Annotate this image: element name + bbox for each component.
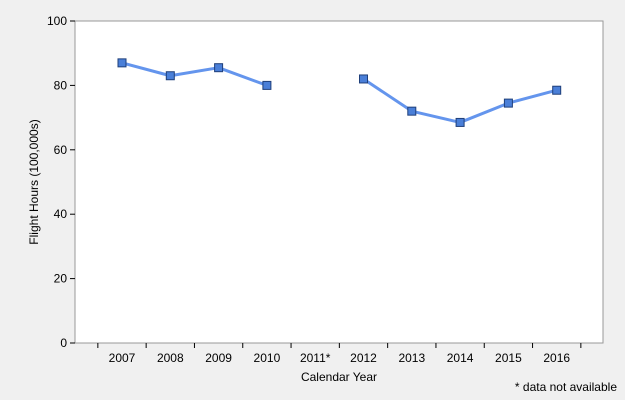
y-tick-label: 80 [54, 78, 68, 92]
plot-area [74, 20, 604, 344]
x-tick-label: 2016 [543, 351, 570, 365]
footnote-data-not-available: * data not available [515, 380, 617, 394]
y-tick-label: 20 [54, 272, 68, 286]
series-layer [117, 58, 562, 127]
data-point-marker [214, 63, 224, 73]
x-tick-label: 2007 [109, 351, 136, 365]
y-tick-label: 60 [54, 143, 68, 157]
data-point-marker [552, 85, 562, 95]
y-tick-label: 0 [60, 336, 67, 350]
x-tick-label: 2011* [300, 351, 331, 365]
y-axis: 0 20 40 60 80 100 [47, 14, 75, 350]
x-tick-label: 2015 [495, 351, 522, 365]
data-point-marker [262, 80, 272, 90]
x-tick-label: 2010 [254, 351, 281, 365]
x-tick-label: 2014 [447, 351, 474, 365]
y-axis-title: Flight Hours (100,000s) [27, 119, 41, 244]
x-tick-label: 2008 [157, 351, 184, 365]
data-point-marker [455, 117, 465, 127]
x-tick-label: 2012 [350, 351, 377, 365]
x-axis: 2007 2008 2009 2010 2011* 2012 2013 2014 2015 201… [97, 343, 582, 365]
y-tick-label: 40 [54, 207, 68, 221]
y-tick-label: 100 [47, 14, 67, 28]
data-point-marker [359, 74, 368, 84]
data-point-marker [407, 106, 417, 116]
data-point-marker [117, 58, 127, 68]
data-point-marker [165, 71, 175, 81]
series-line-segment [121, 61, 268, 87]
data-point-marker [503, 98, 513, 108]
x-tick-label: 2013 [398, 351, 425, 365]
x-axis-title: Calendar Year [301, 370, 377, 384]
x-tick-label: 2009 [205, 351, 232, 365]
